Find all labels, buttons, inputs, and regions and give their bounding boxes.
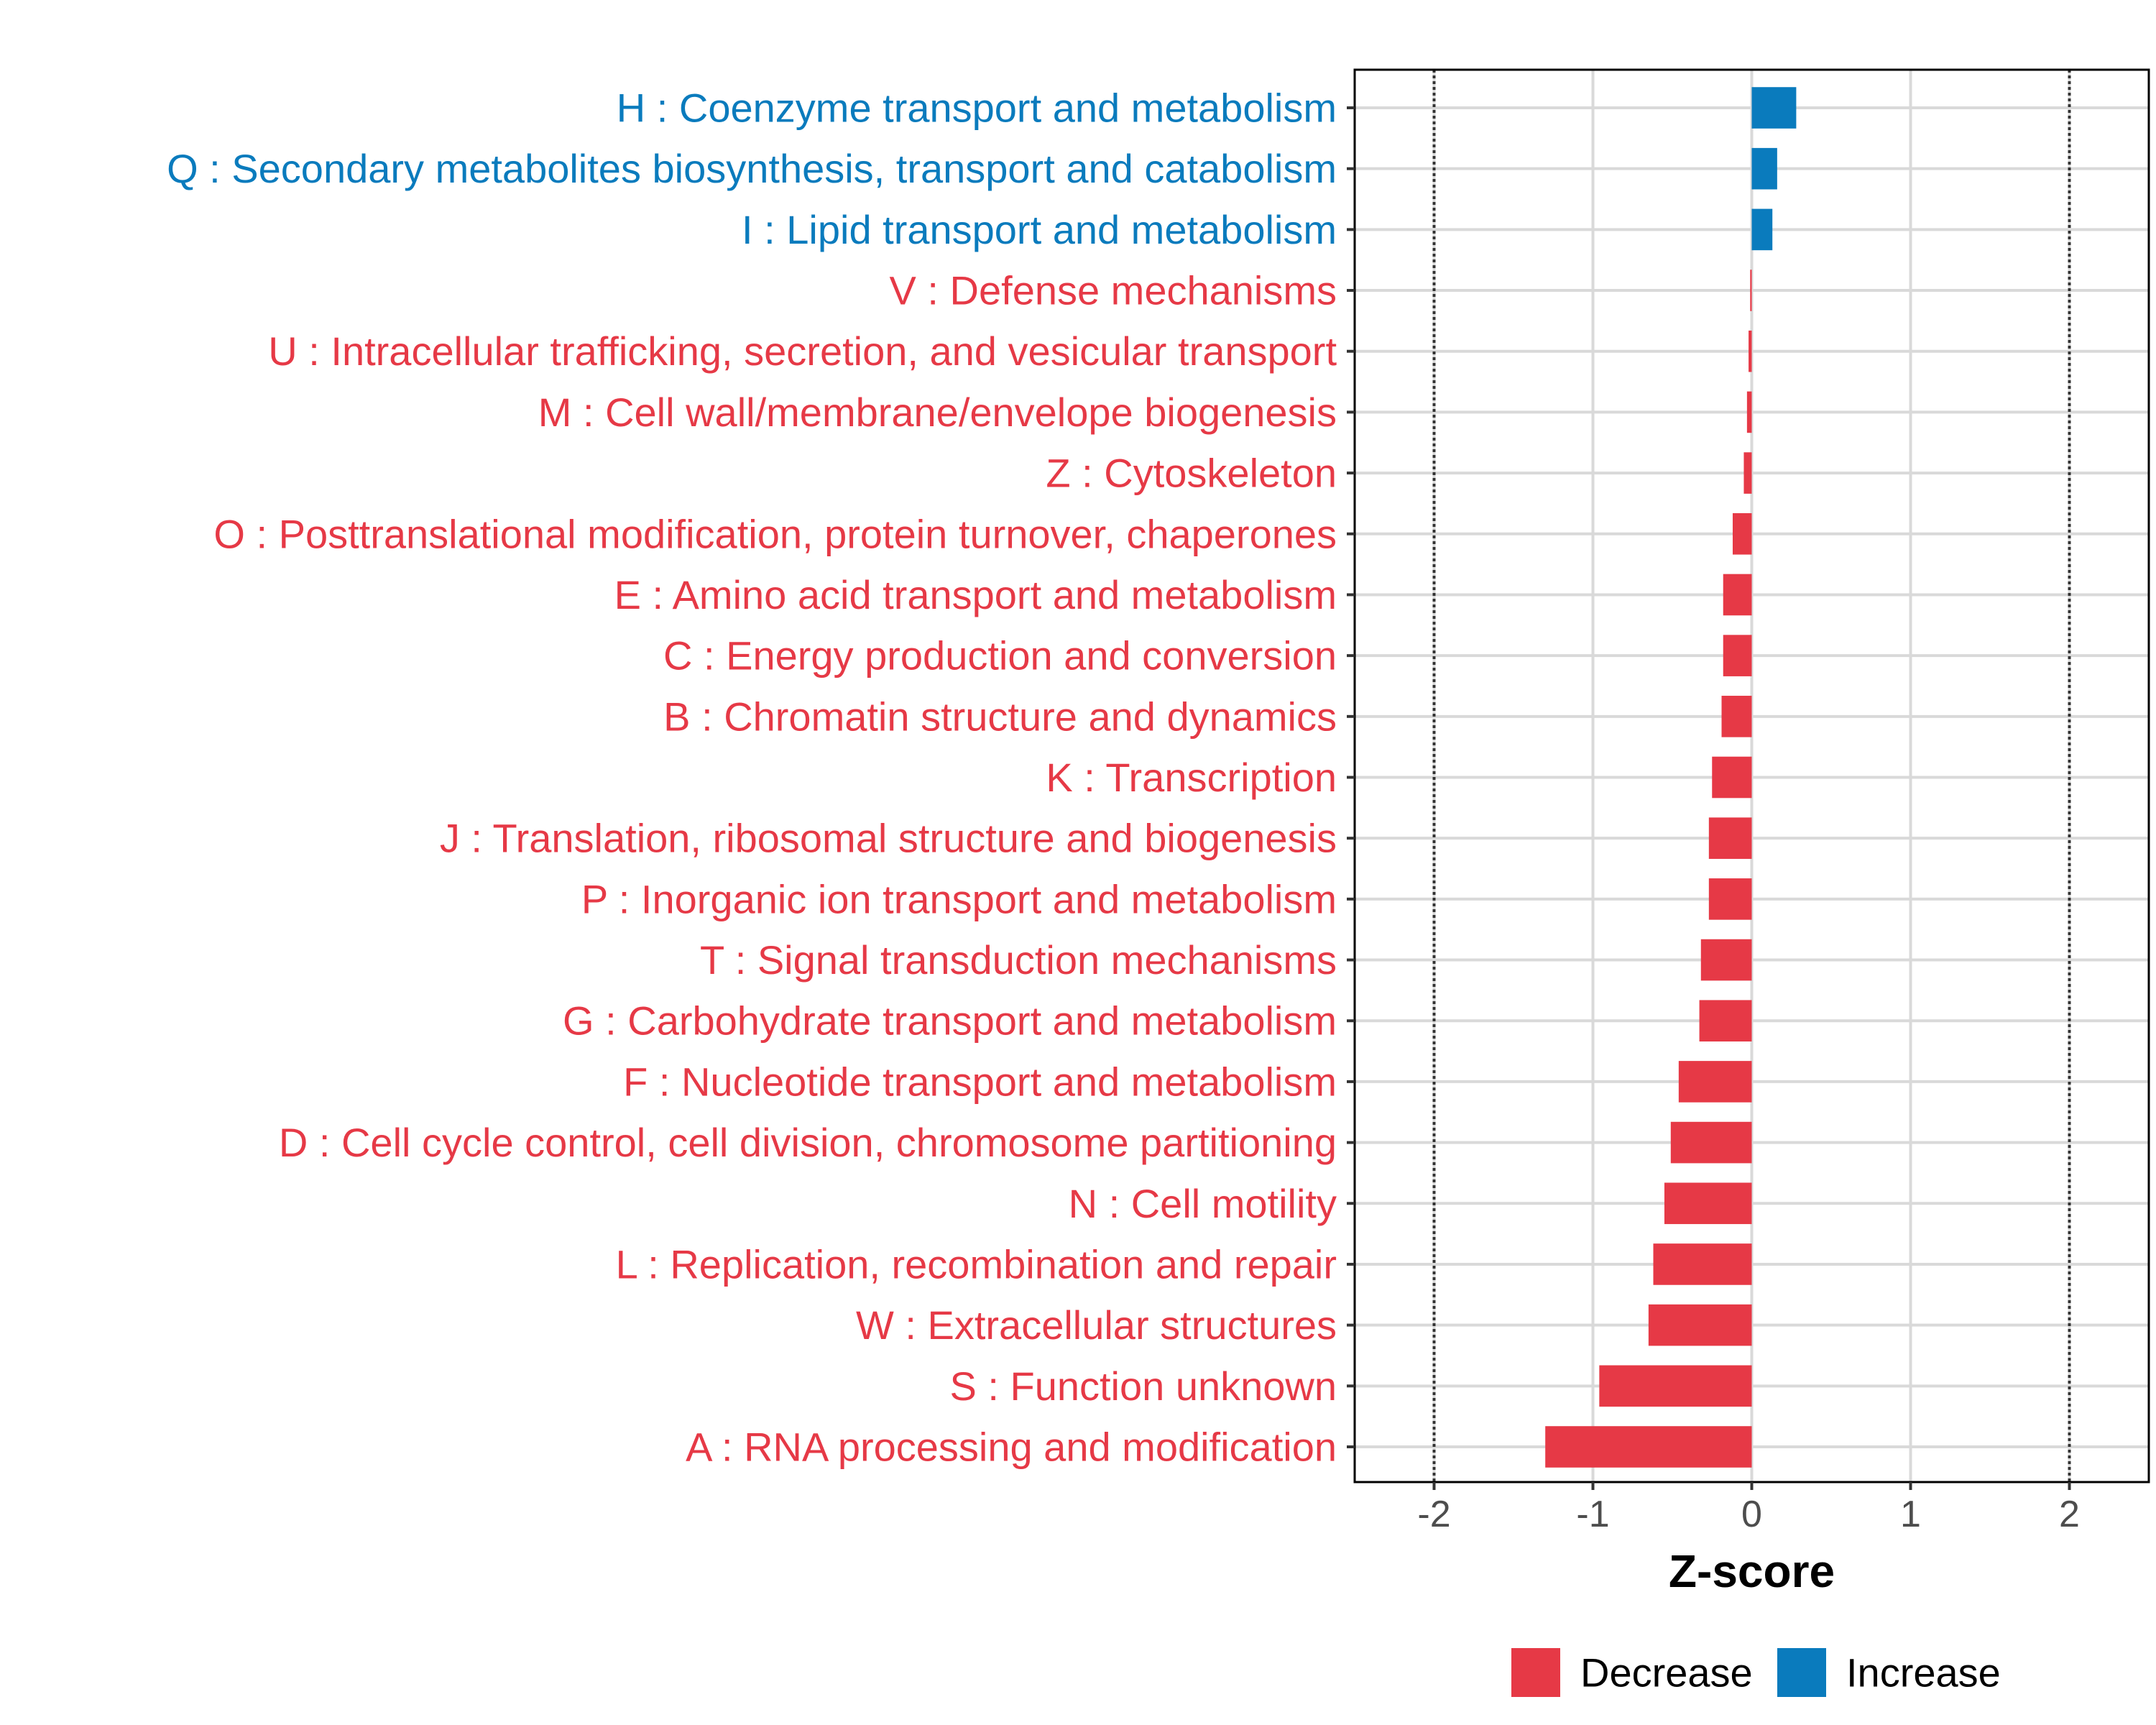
bar — [1700, 939, 1752, 981]
bar — [1648, 1304, 1752, 1346]
bars — [1545, 87, 1797, 1468]
x-tick-label: 0 — [1741, 1494, 1762, 1535]
bar — [1545, 1426, 1752, 1468]
category-label: Z : Cytoskeleton — [1046, 451, 1337, 496]
x-tick-label: 2 — [2059, 1494, 2080, 1535]
x-axis-title: Z-score — [1669, 1545, 1835, 1597]
category-label: I : Lipid transport and metabolism — [742, 207, 1337, 252]
legend-label: Increase — [1846, 1650, 2001, 1696]
category-label: A : RNA processing and modification — [686, 1425, 1337, 1470]
legend-swatch — [1777, 1648, 1826, 1697]
bar — [1746, 391, 1752, 433]
category-label: O : Posttranslational modification, prot… — [213, 511, 1337, 556]
category-label: D : Cell cycle control, cell division, c… — [279, 1120, 1337, 1165]
bar — [1749, 330, 1752, 372]
y-axis-ticks — [1347, 106, 1355, 1448]
category-label: S : Function unknown — [949, 1363, 1337, 1409]
legend: Decrease Increase — [1511, 1648, 2001, 1697]
category-label: W : Extracellular structures — [856, 1302, 1337, 1348]
category-label: P : Inorganic ion transport and metaboli… — [581, 876, 1337, 921]
legend-label: Decrease — [1580, 1650, 1753, 1696]
category-label: K : Transcription — [1046, 755, 1337, 800]
bar — [1653, 1243, 1752, 1285]
bar — [1743, 452, 1752, 494]
category-label: B : Chromatin structure and dynamics — [663, 694, 1337, 739]
x-tick-label: -2 — [1417, 1494, 1450, 1535]
category-label: M : Cell wall/membrane/envelope biogenes… — [538, 390, 1337, 435]
category-label: H : Coenzyme transport and metabolism — [617, 86, 1337, 131]
bar — [1708, 878, 1752, 920]
category-label: F : Nucleotide transport and metabolism — [623, 1059, 1337, 1104]
category-label: E : Amino acid transport and metabolism — [614, 572, 1337, 617]
x-tick-label: 1 — [1900, 1494, 1921, 1535]
category-label: V : Defense mechanisms — [890, 268, 1337, 313]
bar — [1599, 1365, 1752, 1407]
x-tick-label: -1 — [1576, 1494, 1609, 1535]
category-label: G : Carbohydrate transport and metabolis… — [563, 998, 1337, 1044]
bar — [1664, 1182, 1752, 1225]
category-label: C : Energy production and conversion — [663, 633, 1337, 678]
bar — [1670, 1121, 1752, 1164]
bar — [1732, 512, 1752, 555]
bar — [1751, 87, 1797, 129]
x-axis-ticks: -2 -1 0 1 2 — [1417, 1482, 2080, 1535]
bar — [1699, 1000, 1752, 1042]
bar — [1723, 635, 1752, 676]
bar — [1678, 1061, 1752, 1103]
category-label: J : Translation, ribosomal structure and… — [440, 816, 1337, 861]
category-label: U : Intracellular trafficking, secretion… — [268, 328, 1337, 374]
category-labels: H : Coenzyme transport and metabolism Q :… — [167, 86, 1337, 1470]
category-label: T : Signal transduction mechanisms — [700, 937, 1337, 983]
bar — [1721, 696, 1752, 737]
bar — [1708, 817, 1752, 859]
category-label: L : Replication, recombination and repai… — [616, 1241, 1337, 1287]
bar — [1751, 147, 1777, 190]
bar — [1723, 574, 1752, 616]
bar — [1712, 756, 1752, 799]
category-label: Q : Secondary metabolites biosynthesis, … — [167, 146, 1337, 191]
bar — [1750, 270, 1752, 311]
bar — [1751, 208, 1773, 251]
legend-swatch — [1511, 1648, 1560, 1697]
category-label: N : Cell motility — [1069, 1181, 1337, 1226]
